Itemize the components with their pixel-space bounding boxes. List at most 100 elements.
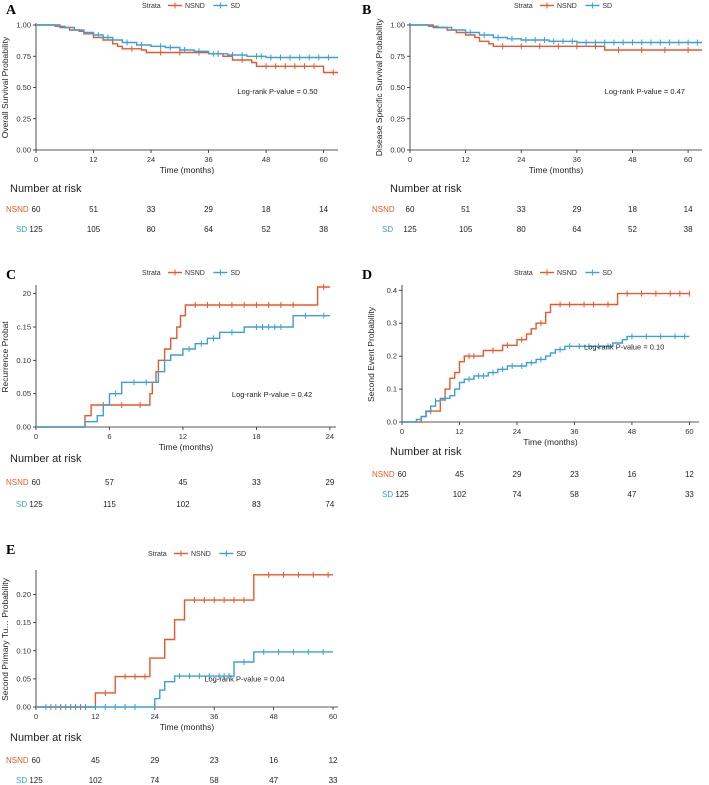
- risk-row-name-sd: SD: [382, 490, 393, 499]
- y-tick-label: 0.10: [16, 646, 31, 655]
- pvalue-label: Log-rank P-value = 0.50: [237, 87, 317, 96]
- risk-row-name-nsnd: NSND: [372, 205, 395, 214]
- risk-count: 58: [210, 776, 219, 785]
- legend-label-sd: SD: [602, 270, 612, 277]
- risk-table-title: Number at risk: [390, 446, 462, 458]
- series-line-sd: [402, 335, 690, 423]
- risk-count: 16: [269, 756, 278, 765]
- x-tick-label: 36: [204, 155, 212, 164]
- y-tick-label: 0.4: [387, 286, 397, 295]
- legend-label-sd: SD: [602, 3, 612, 10]
- y-tick-label: 1.00: [16, 21, 31, 30]
- legend-label-nsnd: NSND: [557, 3, 577, 10]
- x-tick-label: 60: [329, 712, 337, 721]
- y-tick-label: 0.15: [16, 618, 31, 627]
- risk-count: 33: [147, 205, 156, 214]
- series-line-sd: [36, 651, 333, 708]
- x-tick-label: 12: [455, 427, 463, 436]
- risk-count: 125: [403, 225, 417, 234]
- risk-count: 125: [29, 500, 43, 509]
- panel-d: D Strata NSND SD 0.0 0.1 0.2 0.3 0.4 0 12 24 36 48 60 T…: [362, 265, 709, 527]
- x-tick-label: 48: [628, 427, 636, 436]
- risk-count: 74: [325, 500, 334, 509]
- y-tick-label: 0.0: [387, 418, 397, 427]
- x-axis-title: Time (months): [523, 437, 578, 447]
- legend-title: Strata: [142, 3, 161, 10]
- panel-c: C Strata NSND SD 0.00 0.05 0.10 c.15 20 0 6 12 18 24 T…: [0, 265, 345, 527]
- legend-title: Strata: [148, 551, 167, 558]
- y-tick-label: 0.20: [16, 590, 31, 599]
- series-line-nsnd: [410, 24, 702, 51]
- risk-count: 45: [91, 756, 100, 765]
- x-tick-label: 48: [269, 712, 277, 721]
- risk-count: 102: [453, 490, 467, 499]
- risk-count: 33: [517, 205, 526, 214]
- pvalue-label: Log-rank P-value = 0.10: [584, 343, 664, 352]
- y-tick-label: 0.50: [16, 83, 31, 92]
- y-tick-label: 0.75: [16, 52, 31, 61]
- risk-count: 60: [406, 205, 415, 214]
- panel-letter: C: [6, 268, 16, 283]
- legend-label-sd: SD: [236, 551, 246, 558]
- x-tick-label: 0: [34, 155, 38, 164]
- risk-count: 14: [684, 205, 693, 214]
- risk-count: 74: [150, 776, 159, 785]
- risk-count: 45: [178, 478, 187, 487]
- chart-c: C Strata NSND SD 0.00 0.05 0.10 c.15 20 0 6 12 18 24 T…: [0, 268, 336, 509]
- risk-count: 57: [105, 478, 114, 487]
- risk-row-name-sd: SD: [16, 776, 27, 785]
- risk-count: 80: [147, 225, 156, 234]
- series-line-nsnd: [36, 24, 338, 74]
- risk-count: 105: [87, 225, 101, 234]
- x-tick-label: 24: [517, 155, 525, 164]
- risk-count: 29: [150, 756, 159, 765]
- legend-label-sd: SD: [230, 3, 240, 10]
- risk-count: 125: [395, 490, 409, 499]
- risk-count: 16: [627, 470, 636, 479]
- x-tick-label: 60: [685, 427, 693, 436]
- legend: Strata NSND SD: [148, 550, 246, 558]
- risk-count: 38: [319, 225, 328, 234]
- y-tick-label: 0.50: [390, 83, 405, 92]
- series-line-sd: [410, 24, 702, 44]
- risk-count: 64: [204, 225, 213, 234]
- series-line-sd: [36, 315, 330, 428]
- panel-letter: D: [362, 268, 372, 283]
- x-tick-label: 0: [34, 712, 38, 721]
- pvalue-label: Log-rank P-value = 0.42: [232, 390, 312, 399]
- y-tick-label: 20: [23, 289, 31, 298]
- legend: Strata NSND SD: [142, 2, 240, 10]
- x-tick-label: 0: [34, 432, 38, 441]
- x-tick-label: 36: [210, 712, 218, 721]
- legend-label-nsnd: NSND: [185, 270, 205, 277]
- series-line-sd: [36, 24, 338, 59]
- risk-count: 80: [517, 225, 526, 234]
- x-tick-label: 24: [151, 712, 159, 721]
- y-tick-label: 0.05: [16, 389, 31, 398]
- risk-count: 125: [29, 225, 43, 234]
- risk-row-name-nsnd: NSND: [6, 756, 29, 765]
- risk-count: 45: [455, 470, 464, 479]
- x-axis-title: Time (months): [159, 442, 214, 452]
- x-axis-title: Time (months): [529, 165, 584, 175]
- x-tick-label: 12: [179, 432, 187, 441]
- risk-count: 125: [29, 776, 43, 785]
- y-tick-label: 0.00: [16, 703, 31, 712]
- risk-count: 29: [204, 205, 213, 214]
- legend-label-nsnd: NSND: [185, 3, 205, 10]
- risk-count: 47: [269, 776, 278, 785]
- risk-count: 51: [461, 205, 470, 214]
- legend-label-nsnd: NSND: [557, 270, 577, 277]
- risk-count: 29: [513, 470, 522, 479]
- chart-e: E Strata NSND SD 0.00 0.05 0.10 0.15 0.20 0 12 24 36…: [0, 543, 338, 785]
- y-tick-label: 0.1: [387, 385, 397, 394]
- x-tick-label: 12: [89, 155, 97, 164]
- risk-count: 12: [329, 756, 338, 765]
- x-tick-label: 12: [91, 712, 99, 721]
- panel-letter: B: [362, 3, 371, 18]
- risk-count: 47: [627, 490, 636, 499]
- pvalue-label: Log-rank P-value = 0.47: [605, 87, 685, 96]
- panel-a: A Strata NSND SD 0.00 0.25 0.50 0.75 1.00 0 12 24 36…: [0, 0, 345, 262]
- x-tick-label: 24: [513, 427, 521, 436]
- risk-count: 60: [32, 205, 41, 214]
